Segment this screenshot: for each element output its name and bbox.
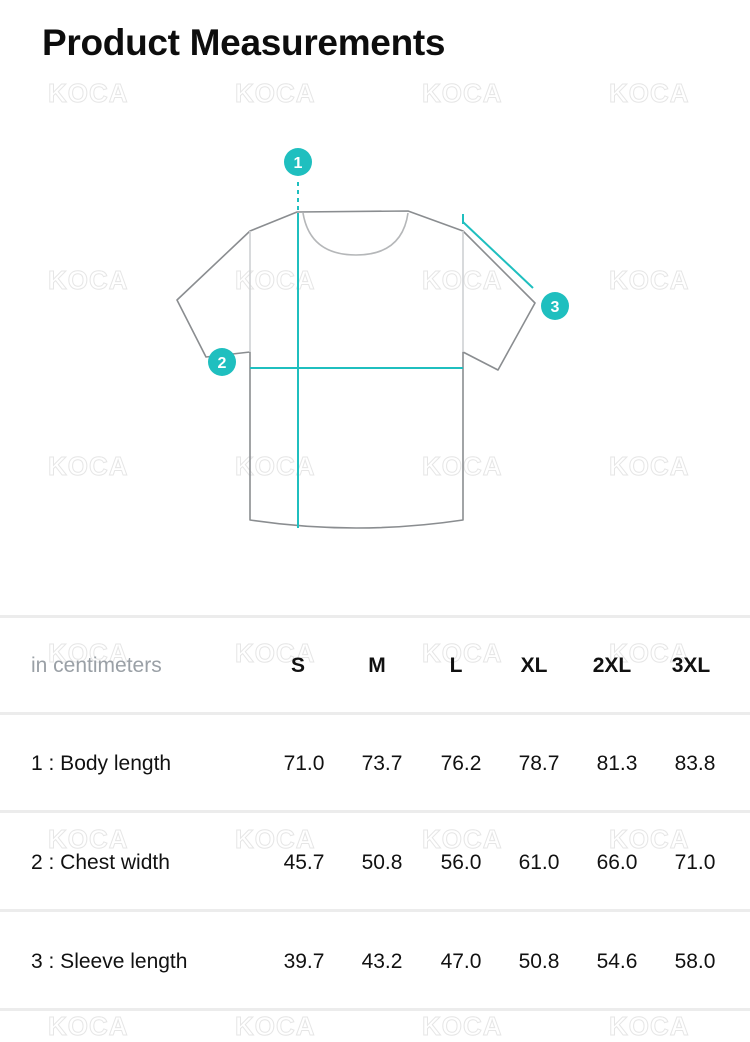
watermark-logo: KOCA bbox=[48, 78, 129, 109]
watermark-logo: KOCA bbox=[422, 1011, 503, 1042]
watermark-logo: KOCA bbox=[235, 451, 316, 482]
measurement-value: 73.7 bbox=[361, 752, 403, 775]
watermark-logo: KOCA bbox=[235, 265, 316, 296]
measurement-label: 1 : Body length bbox=[31, 752, 172, 775]
watermark-logo: KOCA bbox=[48, 638, 129, 669]
watermark-logo: KOCA bbox=[235, 824, 316, 855]
marker-3-label: 3 bbox=[551, 299, 560, 316]
size-header: M bbox=[368, 654, 386, 677]
watermark-logo: KOCA bbox=[235, 638, 316, 669]
measurement-value: 43.2 bbox=[361, 950, 403, 973]
size-header: 3XL bbox=[671, 654, 711, 677]
marker-2 bbox=[208, 348, 236, 376]
watermark-logo: KOCA bbox=[609, 638, 690, 669]
measurement-value: 45.7 bbox=[283, 851, 325, 874]
measurement-value: 47.0 bbox=[440, 950, 482, 973]
measurement-value: 83.8 bbox=[674, 752, 716, 775]
divider bbox=[0, 615, 750, 618]
watermark-logo: KOCA bbox=[422, 451, 503, 482]
divider bbox=[0, 712, 750, 715]
measurement-value: 71.0 bbox=[674, 851, 716, 874]
marker-3 bbox=[541, 292, 569, 320]
measurement-label: 2 : Chest width bbox=[31, 851, 170, 874]
size-header: XL bbox=[520, 654, 548, 677]
measurement-label: 3 : Sleeve length bbox=[31, 950, 188, 973]
size-header: 2XL bbox=[592, 654, 632, 677]
watermark-logo: KOCA bbox=[609, 265, 690, 296]
measurement-value: 78.7 bbox=[518, 752, 560, 775]
page-title: Product Measurements bbox=[42, 22, 446, 63]
measurement-value: 39.7 bbox=[283, 950, 325, 973]
table-row: 3 : Sleeve length 39.7 43.2 47.0 50.8 54.6 58.… bbox=[0, 950, 750, 980]
watermark-logo: KOCA bbox=[235, 78, 316, 109]
table-row: 1 : Body length 71.0 73.7 76.2 78.7 81.3 83.8 bbox=[0, 752, 750, 782]
tshirt-outline bbox=[176, 210, 536, 529]
marker-1 bbox=[284, 148, 312, 176]
unit-label: in centimeters bbox=[31, 654, 162, 677]
watermark-logo: KOCA bbox=[422, 638, 503, 669]
measurement-value: 61.0 bbox=[518, 851, 560, 874]
divider bbox=[0, 810, 750, 813]
watermark-logo: KOCA bbox=[235, 1011, 316, 1042]
watermark-logo: KOCA bbox=[609, 1011, 690, 1042]
measurement-value: 50.8 bbox=[518, 950, 560, 973]
measurement-value: 50.8 bbox=[361, 851, 403, 874]
tshirt-diagram: 1 2 3 bbox=[176, 148, 569, 529]
measurement-value: 56.0 bbox=[440, 851, 482, 874]
table-row: 2 : Chest width 45.7 50.8 56.0 61.0 66.0 71.0 bbox=[0, 851, 750, 881]
measurement-value: 54.6 bbox=[596, 950, 638, 973]
divider bbox=[0, 1008, 750, 1011]
measurement-value: 76.2 bbox=[440, 752, 482, 775]
size-header: S bbox=[290, 654, 306, 677]
watermark-logo: KOCA bbox=[48, 265, 129, 296]
watermark-logo: KOCA bbox=[609, 451, 690, 482]
watermark-logo: KOCA bbox=[609, 78, 690, 109]
measurement-value: 81.3 bbox=[596, 752, 638, 775]
watermark-logo: KOCA bbox=[422, 78, 503, 109]
divider bbox=[0, 909, 750, 912]
watermark-logo: KOCA bbox=[609, 824, 690, 855]
marker-1-label: 1 bbox=[294, 155, 303, 172]
measurement-value: 58.0 bbox=[674, 950, 716, 973]
size-header: L bbox=[449, 654, 463, 677]
watermark-logo: KOCA bbox=[422, 265, 503, 296]
watermark-logo: KOCA bbox=[48, 824, 129, 855]
watermark-logo: KOCA bbox=[422, 824, 503, 855]
tshirt-neckline bbox=[302, 212, 409, 256]
measurement-value: 71.0 bbox=[283, 752, 325, 775]
sleeve-length-line bbox=[462, 221, 534, 289]
watermark-logo: KOCA bbox=[48, 451, 129, 482]
measurement-value: 66.0 bbox=[596, 851, 638, 874]
marker-2-label: 2 bbox=[218, 355, 227, 372]
watermark-logo: KOCA bbox=[48, 1011, 129, 1042]
table-header: in centimeters S M L XL 2XL 3XL bbox=[0, 654, 750, 684]
